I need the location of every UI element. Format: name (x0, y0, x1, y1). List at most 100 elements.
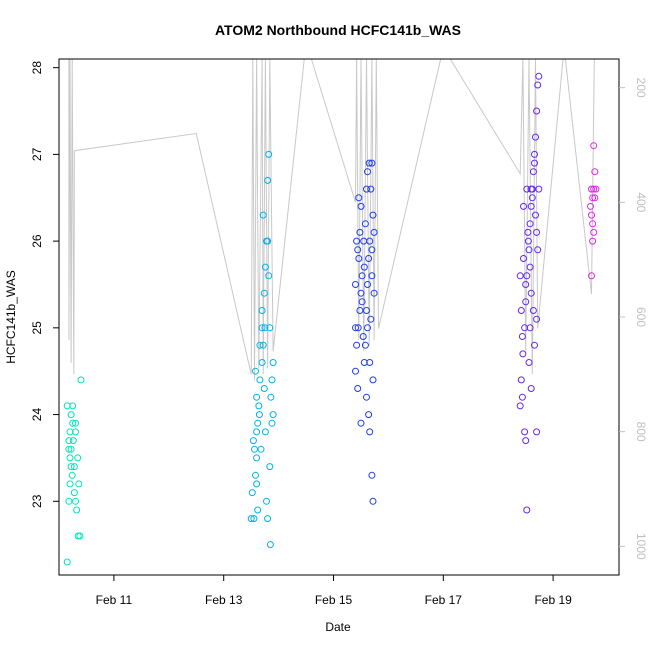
data-point-flight2 (259, 341, 267, 349)
data-point-flight3 (368, 246, 376, 254)
data-point-flight3 (352, 367, 359, 375)
data-point-flight4 (523, 506, 531, 514)
data-point-flight4 (523, 272, 531, 280)
data-point-flight4 (532, 133, 539, 141)
data-point-flight3 (354, 324, 362, 332)
y-axis: 23 24 25 26 27 28 (30, 61, 59, 508)
data-point-flight4 (535, 72, 543, 80)
data-point-flight3 (365, 159, 373, 167)
data-point-flight2 (258, 324, 266, 332)
data-point-flight4 (526, 220, 534, 228)
data-point-flight2 (256, 341, 264, 349)
data-point-flight1 (65, 445, 73, 453)
data-point-flight3 (361, 220, 369, 228)
data-point-flight4 (517, 307, 525, 314)
data-point-flight3 (369, 211, 377, 219)
data-point-flight3 (369, 376, 377, 384)
data-point-flight5 (587, 202, 594, 210)
data-point-flight3 (354, 246, 362, 254)
data-point-flight4 (526, 324, 534, 332)
data-point-flight4 (520, 202, 527, 210)
data-point-flight2 (258, 359, 266, 366)
data-point-flight4 (531, 341, 538, 349)
data-point-flight4 (531, 159, 538, 167)
data-point-flight4 (535, 185, 543, 193)
data-point-flight1 (75, 480, 83, 488)
data-point-flight1 (66, 480, 74, 488)
data-point-flight2 (248, 489, 256, 497)
x-tick-label: Feb 13 (205, 593, 243, 607)
data-point-flight2 (253, 428, 261, 436)
data-point-flight3 (357, 202, 365, 210)
data-point-flight2 (266, 463, 274, 471)
data-point-flight3 (366, 237, 374, 245)
data-point-flight3 (363, 393, 370, 401)
data-point-flight2 (266, 541, 274, 549)
data-point-flight4 (521, 428, 529, 436)
data-point-flight2 (253, 454, 261, 462)
data-point-flight2 (258, 307, 266, 314)
data-point-flight3 (356, 307, 364, 314)
data-point-flight3 (368, 471, 376, 479)
x-axis-label: Date (325, 620, 351, 634)
data-point-flight3 (355, 255, 363, 262)
data-point-flight4 (519, 350, 527, 358)
data-point-flight1 (69, 402, 77, 410)
data-point-flight2 (261, 324, 269, 332)
data-point-flight2 (255, 411, 263, 419)
data-point-flight2 (256, 376, 264, 384)
data-point-flight3 (356, 228, 364, 236)
data-point-flight3 (352, 324, 359, 332)
x-tick-label: Feb 15 (315, 593, 353, 607)
data-point-flight3 (365, 411, 373, 419)
y2-tick-label: 600 (634, 307, 648, 327)
data-point-flight2 (260, 289, 268, 297)
chart-title: ATOM2 Northbound HCFC141b_WAS (215, 22, 461, 38)
data-point-flight3 (366, 428, 374, 436)
data-point-flight2 (252, 471, 259, 479)
data-point-flight1 (65, 437, 73, 445)
data-point-flight3 (353, 341, 361, 349)
data-point-flight2 (261, 428, 269, 436)
data-point-flight1 (69, 419, 77, 427)
data-point-flight3 (367, 185, 375, 193)
data-point-flight3 (369, 497, 377, 505)
data-point-flight2 (253, 480, 261, 488)
data-point-flight3 (370, 289, 378, 297)
data-point-flight2 (252, 367, 259, 375)
data-point-flight2 (264, 237, 272, 245)
data-point-flight2 (265, 272, 273, 280)
data-point-flight3 (370, 228, 378, 236)
data-point-flight4 (518, 333, 526, 340)
data-point-flight3 (364, 281, 371, 288)
data-point-flight4 (523, 185, 531, 193)
y-tick-label: 24 (30, 408, 44, 422)
data-point-flight1 (70, 489, 78, 497)
y2-tick-label: 1000 (634, 533, 648, 560)
data-point-flight4 (532, 211, 539, 219)
data-point-flight5 (590, 228, 598, 236)
data-point-flight4 (516, 402, 524, 410)
data-point-flight4 (516, 272, 524, 280)
data-point-flight2 (269, 411, 277, 419)
data-point-flight2 (257, 445, 265, 453)
data-point-flight5 (588, 185, 595, 193)
data-point-flight3 (368, 159, 376, 167)
data-point-flight2 (264, 176, 272, 184)
data-point-flight1 (77, 376, 85, 384)
data-point-flight1 (72, 428, 79, 436)
data-point-flight5 (590, 185, 598, 193)
data-point-flight1 (72, 497, 79, 505)
data-point-flight4 (529, 307, 537, 314)
data-point-flight2 (254, 419, 262, 427)
data-point-flight4 (526, 263, 534, 271)
data-point-flight4 (525, 359, 533, 366)
x-tick-label: Feb 17 (425, 593, 463, 607)
data-point-flight5 (589, 237, 597, 245)
data-point-flight1 (67, 411, 75, 419)
plot-area (63, 59, 600, 566)
y-tick-label: 26 (30, 234, 44, 248)
data-point-flight2 (247, 515, 255, 523)
data-point-flight2 (268, 376, 276, 384)
data-point-flight3 (360, 359, 368, 366)
